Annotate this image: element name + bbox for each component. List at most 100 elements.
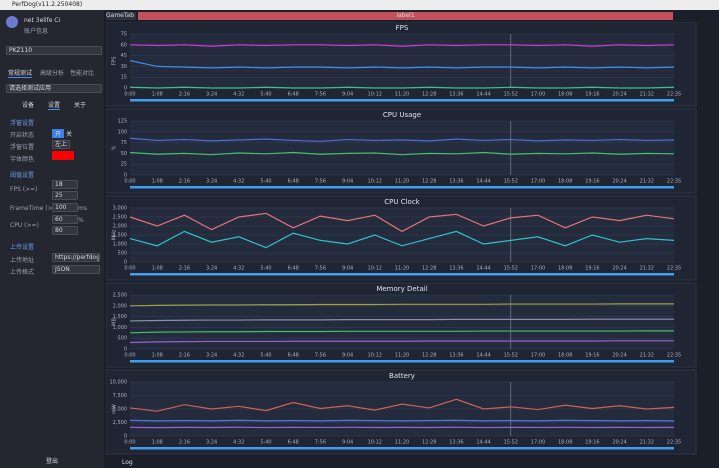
x-tick-label: 2:16 [179, 179, 190, 185]
tab[interactable]: 设置 [48, 102, 61, 110]
avatar [6, 16, 18, 28]
x-tick-label: 13:36 [449, 440, 463, 446]
x-tick-label: 17:00 [531, 179, 545, 185]
x-tick-label: 5:40 [260, 92, 271, 98]
y-tick-label: 100 [117, 129, 127, 135]
device: PKZ110 [9, 47, 33, 54]
x-tick-label: 12:28 [422, 353, 436, 359]
y-tick-label: 30 [121, 64, 127, 70]
tab[interactable]: label1 [138, 12, 673, 20]
y-tick-label: 25 [121, 162, 127, 168]
y-tick-label: 2,500 [113, 293, 127, 299]
tab[interactable]: GameTab [106, 12, 136, 20]
x-tick-label: 20:24 [612, 179, 626, 185]
x-tick-label: 6:48 [288, 440, 299, 446]
tab[interactable]: 设备 [22, 102, 35, 109]
input[interactable]: https://perfdog.q [52, 253, 100, 262]
x-tick-label: 9:04 [342, 179, 353, 185]
color-swatch[interactable] [52, 151, 74, 160]
plot-area [130, 121, 674, 175]
x-tick-label: 5:40 [260, 179, 271, 185]
x-tick-label: 21:32 [640, 440, 654, 446]
mode-tab[interactable]: 高级分析 [40, 70, 65, 77]
x-tick-label: 7:56 [315, 353, 326, 359]
account[interactable]: 账户信息 [24, 28, 49, 35]
y-tick-label: 75 [121, 32, 127, 38]
x-tick-label: 3:24 [206, 179, 217, 185]
off-button[interactable]: 关 [66, 131, 73, 138]
y-axis-label: mW [112, 404, 118, 414]
input[interactable]: 100 [52, 203, 78, 212]
x-tick-label: 11:20 [395, 179, 409, 185]
label: 上传地址 [10, 257, 35, 264]
charts: FPS FPS 0 15 30 45 60 75 0:00 1:08 2:16 3:24 4:32 5:4… [106, 22, 697, 455]
time-slider [130, 447, 674, 450]
x-tick-label: 22:35 [667, 92, 681, 98]
x-tick-label: 4:32 [233, 179, 244, 185]
series-line [129, 330, 674, 334]
x-tick-label: 21:32 [640, 266, 654, 272]
mode-tab[interactable]: 常规测试 [8, 70, 33, 78]
x-tick-label: 0:00 [124, 440, 135, 446]
logout-button[interactable]: 登出 [46, 458, 59, 465]
chart-title: CPU Clock [384, 198, 420, 206]
x-tick-label: 14:44 [476, 92, 490, 98]
format-select[interactable]: JSON [52, 265, 100, 274]
x-tick-label: 10:12 [368, 440, 382, 446]
x-tick-label: 7:56 [315, 440, 326, 446]
x-tick-label: 10:12 [368, 266, 382, 272]
x-tick-label: 13:36 [449, 353, 463, 359]
x-tick-label: 4:32 [233, 92, 244, 98]
chart-title: Battery [389, 372, 415, 380]
time-slider [130, 273, 674, 276]
x-tick-label: 1:08 [152, 179, 163, 185]
x-tick-label: 17:00 [531, 353, 545, 359]
x-tick-label: 14:44 [476, 440, 490, 446]
input[interactable]: 18 [52, 180, 78, 189]
y-tick-label: 125 [117, 119, 127, 125]
x-tick-label: 20:24 [612, 440, 626, 446]
on-button[interactable]: 开 [52, 129, 65, 138]
x-tick-label: 12:28 [422, 92, 436, 98]
input[interactable]: 25 [52, 191, 78, 200]
x-tick-label: 21:32 [640, 179, 654, 185]
y-tick-label: 60 [121, 42, 127, 48]
x-tick-label: 14:44 [476, 266, 490, 272]
y-axis-label: FPS [112, 56, 118, 65]
x-tick-label: 15:52 [504, 353, 518, 359]
y-tick-label: 0 [124, 434, 127, 440]
window-title: PerfDog(v11.2.250408) [12, 1, 83, 8]
x-tick-label: 6:48 [288, 179, 299, 185]
x-tick-label: 2:16 [179, 266, 190, 272]
app-select[interactable]: 请选择测试应用 [6, 84, 102, 93]
x-tick-label: 20:24 [612, 353, 626, 359]
series-line [129, 340, 674, 344]
y-tick-label: 2,500 [113, 420, 127, 426]
mode-tab[interactable]: 性能对比 [70, 70, 95, 77]
series-line [129, 303, 674, 307]
input[interactable]: 60 [52, 215, 78, 224]
x-tick-label: 19:16 [585, 353, 599, 359]
device-select[interactable]: PKZ110 [6, 46, 102, 55]
series-line [129, 230, 675, 249]
y-tick-label: 7,500 [113, 393, 127, 399]
series-line [129, 86, 675, 89]
log-toggle[interactable]: Log [122, 459, 133, 466]
y-tick-label: 50 [121, 151, 127, 157]
y-tick-label: 75 [121, 140, 127, 146]
y-tick-label: 10,000 [110, 380, 128, 386]
x-tick-label: 3:24 [206, 92, 217, 98]
x-tick-label: 15:52 [504, 92, 518, 98]
x-tick-label: 10:12 [368, 92, 382, 98]
x-tick-label: 11:20 [395, 353, 409, 359]
sidebar: net 3elife Ci 账户信息 PKZ110 常规测试 高级分析 性能对比… [0, 10, 104, 468]
x-tick-label: 5:40 [260, 266, 271, 272]
x-tick-label: 5:40 [260, 440, 271, 446]
input[interactable]: 80 [52, 226, 78, 235]
unit: % [78, 217, 84, 224]
label: FrameTime (>=) [10, 205, 61, 212]
x-tick-label: 18:08 [558, 440, 572, 446]
position-select[interactable]: 左上 [52, 140, 71, 149]
tab[interactable]: 关于 [74, 102, 87, 109]
y-tick-label: 3,000 [113, 206, 127, 212]
